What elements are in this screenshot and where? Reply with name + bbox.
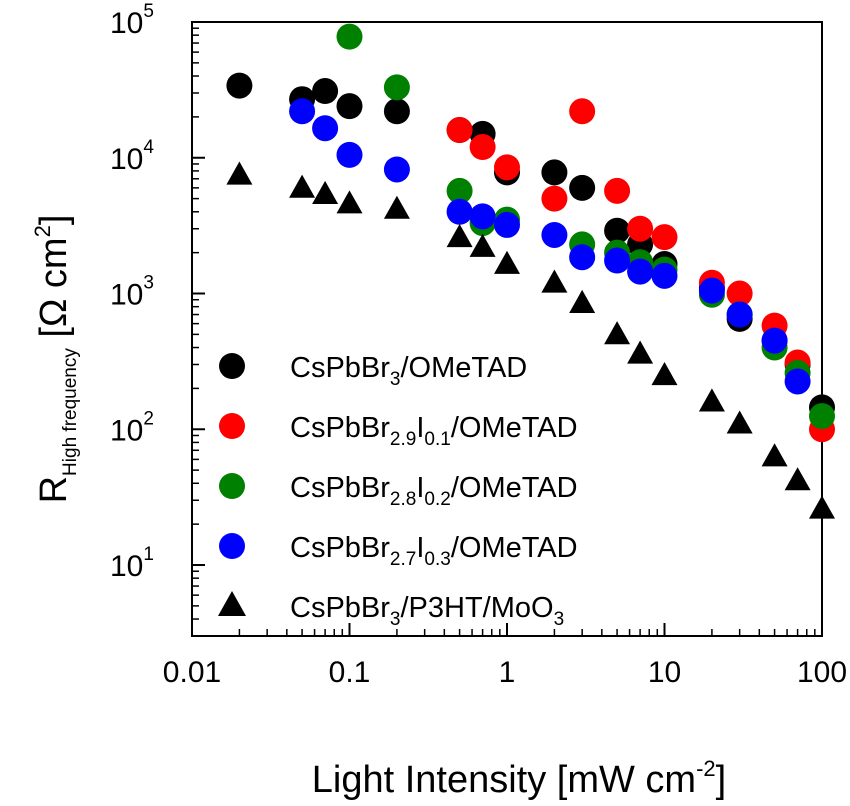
legend-label: CsPbBr2.9I0.1/OMeTAD <box>290 412 578 450</box>
axes-layer: 0.01 0.1 1 10 100 101 102 103 104 105 <box>110 1 847 689</box>
x-tick-label: 1 <box>499 656 516 689</box>
legend-label: CsPbBr2.8I0.2/OMeTAD <box>290 472 578 510</box>
data-point <box>627 258 654 285</box>
data-point <box>698 388 725 412</box>
x-axis-title: Light Intensity [mW cm-2] <box>312 756 726 801</box>
data-point <box>494 154 520 181</box>
data-point <box>627 340 654 364</box>
data-point <box>469 203 496 230</box>
data-point <box>383 98 410 125</box>
data-point <box>446 198 473 225</box>
data-point <box>336 190 363 214</box>
data-point <box>336 93 363 120</box>
data-point <box>312 115 339 142</box>
data-point <box>541 185 568 212</box>
legend-label: CsPbBr3/P3HT/MoO3 <box>290 592 564 630</box>
y-tick-label: 103 <box>110 273 154 312</box>
legend-marker <box>219 533 245 559</box>
legend-item: CsPbBr3/P3HT/MoO3 <box>218 591 564 630</box>
data-point <box>651 362 678 386</box>
data-point <box>604 177 631 204</box>
data-point <box>541 269 568 293</box>
data-point <box>761 443 788 467</box>
data-point <box>784 467 811 491</box>
legend-label: CsPbBr2.7I0.3/OMeTAD <box>290 532 578 570</box>
axis-titles: Light Intensity [mW cm-2] RHigh frequency… <box>30 215 726 801</box>
data-point <box>604 321 631 345</box>
x-tick-label: 0.1 <box>329 656 371 689</box>
x-tick-label: 10 <box>648 656 681 689</box>
data-point <box>383 195 410 219</box>
data-point <box>726 280 753 307</box>
data-point <box>809 403 835 430</box>
data-point <box>651 262 678 289</box>
legend-item: CsPbBr2.9I0.1/OMeTAD <box>219 412 578 450</box>
data-point <box>761 327 788 354</box>
data-point <box>604 247 631 274</box>
legend-marker <box>219 473 245 499</box>
legend-marker <box>219 353 245 379</box>
data-point <box>383 74 410 101</box>
data-point <box>446 223 473 248</box>
data-point <box>226 72 253 99</box>
data-point <box>336 23 363 50</box>
y-tick-label: 101 <box>110 544 154 583</box>
legend-item: CsPbBr2.7I0.3/OMeTAD <box>219 532 578 570</box>
data-point <box>494 250 520 274</box>
data-point <box>784 368 811 395</box>
data-point <box>569 289 596 313</box>
legend: CsPbBr3/OMeTAD CsPbBr2.9I0.1/OMeTAD CsPbBr… <box>218 352 578 630</box>
legend-item: CsPbBr3/OMeTAD <box>219 352 527 390</box>
data-point <box>312 180 339 204</box>
legend-marker <box>219 413 245 439</box>
series-5 <box>226 161 835 519</box>
x-tick-label: 0.01 <box>163 656 221 689</box>
data-point <box>698 277 725 304</box>
y-axis-title: RHigh frequency [Ω cm2] <box>30 215 81 504</box>
data-point <box>226 161 253 185</box>
data-point <box>289 98 316 125</box>
legend-item: CsPbBr2.8I0.2/OMeTAD <box>219 472 578 510</box>
data-point <box>569 98 596 125</box>
legend-marker <box>218 591 246 616</box>
legend-label: CsPbBr3/OMeTAD <box>290 352 527 390</box>
data-point <box>494 211 520 238</box>
data-point <box>569 174 596 201</box>
data-point <box>726 301 753 328</box>
data-point <box>312 78 339 105</box>
data-point <box>604 217 631 244</box>
data-point <box>809 495 835 519</box>
data-point <box>336 141 363 168</box>
series-4 <box>289 98 811 395</box>
data-point <box>726 410 753 434</box>
x-tick-label: 100 <box>797 656 847 689</box>
data-point <box>541 159 568 186</box>
data-point <box>627 215 654 242</box>
data-point <box>446 177 473 204</box>
data-point <box>541 221 568 248</box>
data-point <box>446 117 473 144</box>
data-point <box>651 224 678 251</box>
y-tick-label: 102 <box>110 408 154 447</box>
data-point <box>469 134 496 161</box>
y-tick-label: 105 <box>110 1 154 40</box>
data-point <box>383 156 410 183</box>
data-point <box>469 233 496 257</box>
data-points <box>226 23 835 519</box>
data-point <box>569 244 596 271</box>
y-tick-label: 104 <box>110 137 154 176</box>
data-point <box>289 174 316 198</box>
